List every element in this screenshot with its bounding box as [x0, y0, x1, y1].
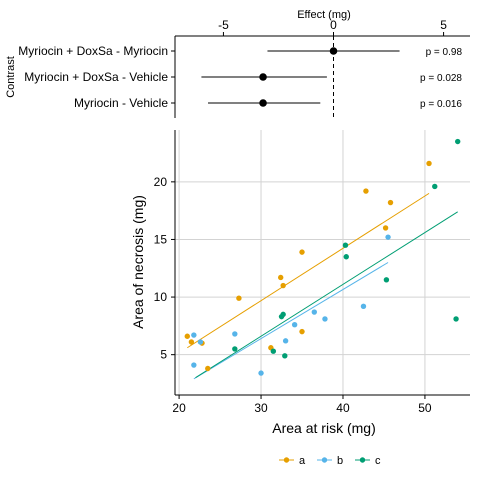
data-point-b — [360, 303, 367, 309]
forest-x-tick-label: -5 — [218, 18, 229, 32]
data-point-a — [236, 295, 242, 301]
fit-line-c — [195, 211, 458, 379]
data-point-b — [197, 339, 204, 345]
x-tick-label: 40 — [336, 401, 350, 415]
data-point-c — [270, 348, 277, 354]
data-point-c — [232, 346, 238, 352]
data-point-c — [383, 277, 390, 283]
x-tick-label: 20 — [172, 401, 186, 415]
data-point-c — [455, 138, 461, 145]
contrast-label: Myriocin + DoxSa - Myriocin — [18, 44, 168, 58]
data-point-c — [342, 242, 349, 248]
contrast-label: Myriocin - Vehicle — [74, 96, 168, 110]
legend-key-point — [321, 457, 328, 463]
legend-key-point — [283, 457, 290, 463]
data-point-a — [299, 249, 305, 255]
y-tick-label: 20 — [154, 175, 168, 189]
legend-label: c — [375, 455, 381, 467]
data-point-c — [280, 311, 286, 318]
legend-label: a — [299, 455, 306, 467]
y-tick-label: 10 — [154, 290, 168, 304]
data-point-b — [191, 332, 197, 338]
legend-label: b — [337, 455, 343, 467]
forest-x-ticks: -5 0 5 — [218, 18, 447, 36]
scatter-grid — [175, 130, 470, 395]
data-point-a — [278, 274, 284, 281]
data-point-c — [343, 254, 349, 260]
scatter-points — [184, 138, 461, 376]
p-value-label: p = 0.016 — [420, 99, 462, 110]
data-point-a — [184, 333, 190, 339]
scatter-x-axis-title: Area at risk (mg) — [272, 420, 375, 436]
y-tick-label: 15 — [154, 232, 168, 246]
data-point-a — [387, 199, 394, 206]
data-point-b — [258, 370, 264, 376]
forest-y-axis-title: Contrast — [5, 56, 17, 98]
data-point-b — [282, 338, 289, 344]
data-point-c — [453, 316, 459, 322]
scatter-y-axis-title: Area of necrosis (mg) — [130, 195, 146, 329]
forest-x-axis-title: Effect (mg) — [297, 9, 351, 21]
scatter-fit-lines — [187, 192, 458, 380]
estimate-point — [329, 47, 338, 55]
forest-x-tick-label: 5 — [440, 18, 447, 32]
estimate-point — [259, 73, 267, 81]
legend: a b c — [279, 455, 381, 467]
data-point-a — [280, 282, 286, 289]
legend-key-point — [359, 457, 366, 463]
forest-rows: Myriocin + DoxSa - Myriocin p = 0.98 Myrio… — [18, 36, 462, 118]
data-point-a — [363, 188, 369, 194]
x-tick-label: 50 — [418, 401, 432, 415]
data-point-c — [432, 183, 438, 190]
forest-x-tick-label: 0 — [330, 18, 337, 32]
data-point-b — [311, 309, 318, 315]
scatter-plot: 20 30 40 50 5 10 15 20 Area at risk (mg) Area o… — [130, 130, 470, 467]
data-point-a — [426, 160, 432, 167]
data-point-b — [232, 331, 238, 337]
data-point-b — [322, 316, 328, 322]
p-value-label: p = 0.98 — [426, 47, 463, 58]
data-point-a — [299, 328, 305, 335]
data-point-a — [205, 365, 211, 372]
data-point-c — [282, 353, 288, 359]
data-point-b — [385, 234, 391, 240]
contrast-label: Myriocin + DoxSa - Vehicle — [24, 70, 168, 84]
scatter-ticks: 20 30 40 50 5 10 15 20 — [154, 175, 432, 415]
data-point-a — [188, 339, 195, 345]
x-tick-label: 30 — [254, 401, 268, 415]
data-point-b — [191, 362, 197, 368]
estimate-point — [259, 99, 267, 107]
fit-line-a — [187, 192, 430, 349]
data-point-b — [291, 322, 298, 328]
fit-line-b — [193, 262, 389, 380]
p-value-label: p = 0.028 — [420, 73, 462, 84]
y-tick-label: 5 — [160, 348, 167, 362]
data-point-a — [382, 225, 389, 231]
forest-plot: Effect (mg) Contrast -5 0 5 Myriocin + Dox… — [5, 9, 470, 118]
